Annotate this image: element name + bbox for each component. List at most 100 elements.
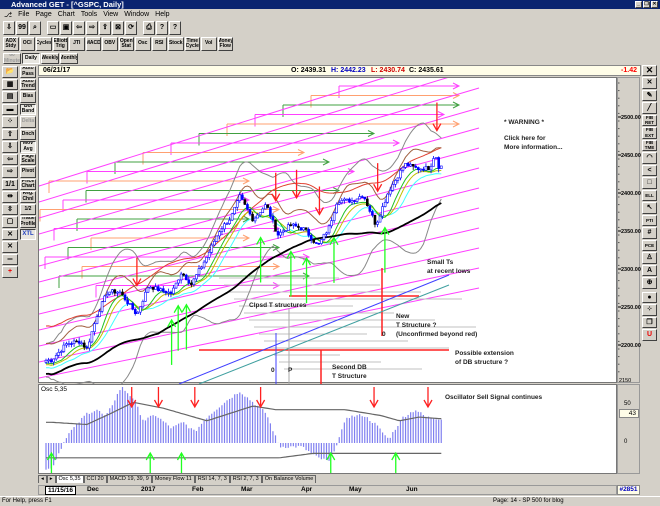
snap-tool[interactable]: ⁘ bbox=[642, 304, 657, 316]
tab-osc-5-35[interactable]: Osc 5,35 bbox=[55, 475, 84, 483]
minimize-button[interactable]: _ bbox=[635, 1, 642, 8]
timeframe-60-minute[interactable]: 60 Minute bbox=[3, 53, 21, 64]
timeframe-weekly[interactable]: Weekly bbox=[41, 53, 59, 64]
tab-scroll-left[interactable]: ◂ bbox=[38, 475, 47, 483]
trendline-tool[interactable]: ╱ bbox=[642, 102, 657, 114]
fib-extension-tool[interactable]: FIB EXT bbox=[642, 127, 657, 139]
fan-tool[interactable]: < bbox=[642, 164, 657, 176]
tool-page-scale[interactable]: Page Scale bbox=[20, 153, 36, 165]
oscillator-panel[interactable]: Osc 5,35 Oscillator Sell Signal continue… bbox=[38, 384, 617, 474]
study-money-flow-button[interactable]: Money Flow bbox=[217, 37, 233, 51]
study-elliott-trig-button[interactable]: Elliott Trig bbox=[52, 37, 68, 51]
pti-tool[interactable]: PTI bbox=[642, 214, 657, 226]
tab-macd-19-39-9[interactable]: MACD 19, 39, 9 bbox=[106, 475, 152, 483]
print-button[interactable]: ⎙ bbox=[143, 21, 155, 35]
tab-rsi-2-7-3[interactable]: RSI 2, 7, 3 bbox=[229, 475, 262, 483]
tab-scroll-right[interactable]: ▸ bbox=[46, 475, 56, 483]
ellipse-tool[interactable]: ELL bbox=[642, 189, 657, 201]
screen-button[interactable]: ▤ bbox=[2, 91, 18, 103]
tool-dnch[interactable]: Dnch bbox=[20, 128, 36, 140]
tool-mov-avg[interactable]: Mov Avg bbox=[20, 141, 36, 153]
tool-auto-trend[interactable]: Auto Trend bbox=[20, 78, 36, 90]
pointer-button[interactable]: ⇩ bbox=[3, 21, 15, 35]
tool-bias[interactable]: Bias bbox=[20, 91, 36, 103]
app-menu-icon[interactable]: ⎇ bbox=[4, 11, 13, 19]
text-tool[interactable]: A bbox=[642, 264, 657, 276]
timeframe-daily[interactable]: Daily bbox=[22, 53, 40, 64]
tool-auto-pass[interactable]: Auto Pass bbox=[20, 66, 36, 78]
study-rsi-button[interactable]: RSI bbox=[151, 37, 167, 51]
tool-price-chart[interactable]: Price Chart bbox=[20, 178, 36, 190]
tool-trade-profile[interactable]: Trade Profile bbox=[20, 216, 36, 228]
quote-button[interactable]: 99 bbox=[16, 21, 28, 35]
tab-rsi-14-7-3[interactable]: RSI 14, 7, 3 bbox=[194, 475, 230, 483]
timeframe-monthly[interactable]: Monthly bbox=[60, 53, 78, 64]
magnet-tool[interactable]: U bbox=[642, 329, 657, 341]
fib-retracement-tool[interactable]: FIB RET bbox=[642, 114, 657, 126]
tab-cci-20[interactable]: CCI 20 bbox=[83, 475, 107, 483]
menu-chart[interactable]: Chart bbox=[57, 11, 75, 18]
study-stock-button[interactable]: Stock bbox=[168, 37, 184, 51]
arrow-left-button[interactable]: ⇦ bbox=[2, 153, 18, 165]
tab-money-flow-11[interactable]: Money Flow 11 bbox=[151, 475, 195, 483]
study-time-cycle-button[interactable]: Time Cycle bbox=[184, 37, 200, 51]
ratio-button[interactable]: 1/1 bbox=[2, 178, 18, 190]
back-button[interactable]: ⇦ bbox=[73, 21, 85, 35]
bar-button[interactable]: ═ bbox=[2, 253, 18, 265]
save-button[interactable]: ▣ bbox=[60, 21, 72, 35]
more-info-link[interactable]: More information... bbox=[504, 144, 563, 151]
scatter-button[interactable]: ⁘ bbox=[2, 116, 18, 128]
close-tool[interactable]: ✕ bbox=[642, 77, 657, 89]
study-button[interactable]: ▬ bbox=[2, 103, 18, 115]
arrow-right-button[interactable]: ⇨ bbox=[2, 166, 18, 178]
close-chart-button[interactable]: ✕ bbox=[642, 65, 657, 76]
close-button[interactable]: ✕ bbox=[651, 1, 658, 8]
menu-file[interactable]: File bbox=[18, 11, 30, 18]
rectangle-tool[interactable]: □ bbox=[642, 177, 657, 189]
click-here-link[interactable]: Click here for bbox=[504, 135, 546, 142]
context-help-button[interactable]: ? bbox=[169, 21, 181, 35]
export-button[interactable]: ⇪ bbox=[99, 21, 111, 35]
search-button[interactable]: ⌕ bbox=[29, 21, 41, 35]
tool-1-2[interactable]: 1/2 bbox=[20, 203, 36, 215]
study-vol-button[interactable]: Vol bbox=[201, 37, 217, 51]
restore-button[interactable]: ❐ bbox=[643, 1, 650, 8]
tool-reg-chnl[interactable]: Reg. Chnl bbox=[20, 191, 36, 203]
pencil-tool[interactable]: ✎ bbox=[642, 89, 657, 101]
menu-page[interactable]: Page bbox=[35, 11, 52, 18]
study-adx-stdy-button[interactable]: ADX Stdy bbox=[3, 37, 19, 51]
pce-tool[interactable]: PCE bbox=[642, 239, 657, 251]
arrow-up-button[interactable]: ⇧ bbox=[2, 128, 18, 140]
study-jti-button[interactable]: JTI bbox=[69, 37, 85, 51]
study-macd-button[interactable]: MACD bbox=[85, 37, 101, 51]
price-axis[interactable]: 2500.00 2450.00 2400.00 2350.00 2300.00 2250.… bbox=[617, 77, 641, 384]
compress-button[interactable]: ⇳ bbox=[2, 203, 18, 215]
tool-pivot[interactable]: Pivot bbox=[20, 166, 36, 178]
fib-arc-tool[interactable]: ◠ bbox=[642, 152, 657, 164]
help-button[interactable]: ? bbox=[156, 21, 168, 35]
menu-view[interactable]: View bbox=[103, 11, 119, 18]
magnify-tool[interactable]: ⊕ bbox=[642, 277, 657, 289]
arrow-down-button[interactable]: ⇩ bbox=[2, 141, 18, 153]
spread-button[interactable]: ⇹ bbox=[2, 191, 18, 203]
chart-button[interactable]: ▦ bbox=[2, 78, 18, 90]
menu-window[interactable]: Window bbox=[124, 11, 150, 18]
tool-delta[interactable]: Delta bbox=[20, 116, 36, 128]
copy-tool[interactable]: ❐ bbox=[642, 316, 657, 328]
price-chart[interactable]: * WARNING * Click here for More informat… bbox=[38, 47, 617, 391]
delete-button[interactable]: ⊠ bbox=[112, 21, 124, 35]
tab-on-balance-volume[interactable]: On Balance Volume bbox=[261, 475, 317, 483]
fib-time-tool[interactable]: FIB TME bbox=[642, 139, 657, 151]
color-tool[interactable]: ● bbox=[642, 291, 657, 303]
tool-bol-band[interactable]: Bol Band bbox=[20, 103, 36, 115]
box-button[interactable]: ▢ bbox=[2, 216, 18, 228]
study-obv-button[interactable]: OBV bbox=[102, 37, 118, 51]
forward-button[interactable]: ⇨ bbox=[86, 21, 98, 35]
pointer-tool[interactable]: ↖ bbox=[642, 202, 657, 214]
refresh-button[interactable]: ⟳ bbox=[125, 21, 137, 35]
menu-help[interactable]: Help bbox=[155, 11, 170, 18]
zoom-lines-button[interactable]: ✕ bbox=[2, 241, 18, 253]
warning-text[interactable]: * WARNING * bbox=[504, 119, 545, 126]
study-osc-button[interactable]: Osc bbox=[135, 37, 151, 51]
study-cycles-button[interactable]: Cycles bbox=[36, 37, 52, 51]
